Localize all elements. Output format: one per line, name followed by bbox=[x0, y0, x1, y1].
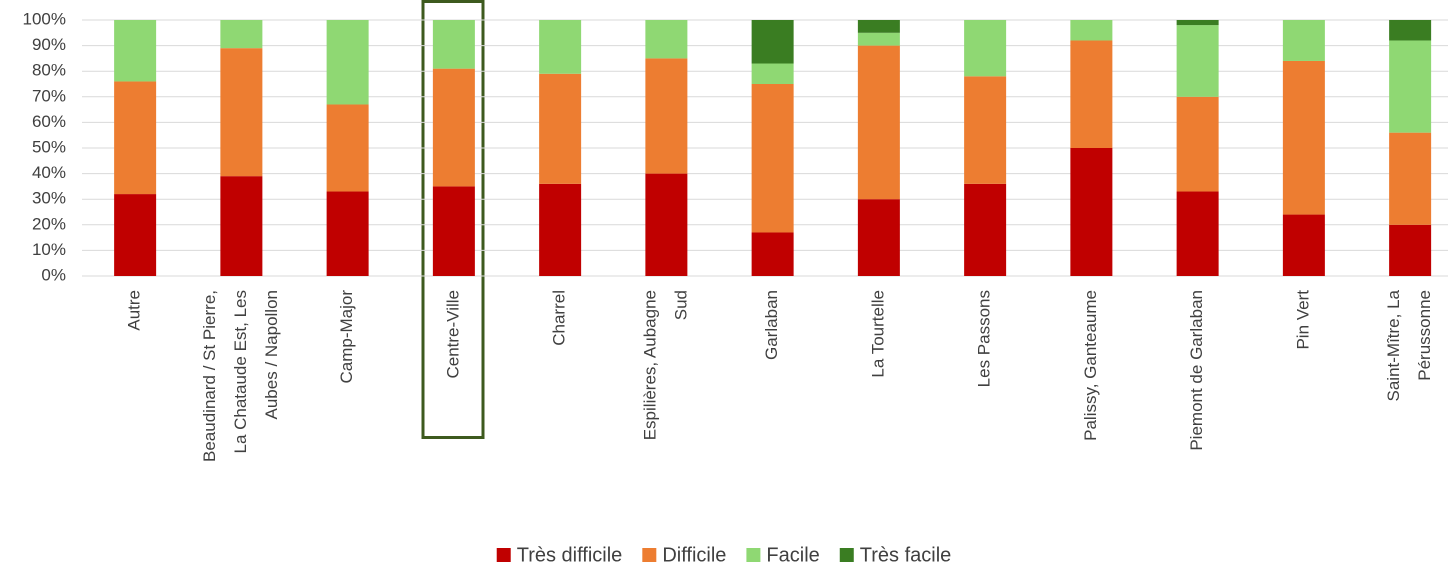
x-tick-label: Les Passons bbox=[975, 290, 994, 387]
bar-segment bbox=[645, 173, 688, 276]
bar-segment bbox=[964, 76, 1007, 184]
legend-label: Très facile bbox=[860, 544, 952, 566]
bar-segment bbox=[645, 20, 688, 59]
x-tick-label: Camp-Major bbox=[337, 290, 356, 384]
legend-swatch bbox=[642, 548, 657, 562]
x-tick-label: Autre bbox=[125, 290, 144, 331]
x-tick-label: Espilières, Aubagne bbox=[640, 290, 659, 440]
bar-segment bbox=[1070, 20, 1113, 41]
y-tick-label: 80% bbox=[32, 61, 66, 80]
bar-segment bbox=[1389, 40, 1432, 133]
y-tick-label: 40% bbox=[32, 163, 66, 182]
bar-segment bbox=[539, 20, 582, 74]
bar-segment bbox=[751, 20, 794, 64]
bar-segment bbox=[326, 104, 369, 192]
bar-segment bbox=[1176, 20, 1219, 26]
bar-segment bbox=[1282, 214, 1325, 276]
y-tick-label: 60% bbox=[32, 112, 66, 131]
bar-segment bbox=[1070, 148, 1113, 276]
bar-segment bbox=[1070, 40, 1113, 149]
y-tick-label: 20% bbox=[32, 214, 66, 233]
legend-label: Difficile bbox=[662, 544, 726, 566]
bar-segment bbox=[857, 20, 900, 33]
x-tick-label: Pin Vert bbox=[1293, 290, 1312, 350]
bar-segment bbox=[1176, 96, 1219, 192]
bar-segment bbox=[857, 199, 900, 276]
bar-segment bbox=[326, 191, 369, 276]
bar-segment bbox=[1389, 132, 1432, 225]
x-tick-label: La Chataude Est, Les bbox=[231, 290, 250, 454]
bar-segment bbox=[1282, 20, 1325, 61]
legend-swatch bbox=[746, 548, 761, 562]
y-tick-label: 30% bbox=[32, 189, 66, 208]
bar-segment bbox=[539, 183, 582, 276]
x-tick-label: Sud bbox=[671, 290, 690, 320]
bar-segment bbox=[751, 84, 794, 233]
y-tick-label: 0% bbox=[41, 265, 66, 284]
y-tick-label: 70% bbox=[32, 86, 66, 105]
bar-segment bbox=[1389, 224, 1432, 276]
highlight-box bbox=[421, 0, 485, 439]
y-tick-label: 50% bbox=[32, 137, 66, 156]
bar-segment bbox=[857, 45, 900, 200]
legend-swatch bbox=[496, 548, 511, 562]
bar-segment bbox=[1176, 25, 1219, 97]
x-tick-label: Garlaban bbox=[762, 290, 781, 360]
x-tick-label: La Tourtelle bbox=[868, 290, 887, 378]
legend-label: Très difficile bbox=[517, 544, 623, 566]
x-tick-label: Piemont de Garlaban bbox=[1187, 290, 1206, 451]
x-tick-label: Centre-Ville bbox=[443, 290, 462, 379]
x-tick-label: Charrel bbox=[550, 290, 569, 346]
x-tick-label: Beaudinard / St Pierre, bbox=[200, 290, 219, 462]
bar-segment bbox=[114, 81, 157, 195]
x-tick-label: Saint-Mître, La bbox=[1384, 289, 1403, 401]
legend-swatch bbox=[839, 548, 854, 562]
bar-segment bbox=[1176, 191, 1219, 276]
bar-segment bbox=[220, 20, 263, 49]
bar-segment bbox=[964, 183, 1007, 276]
y-tick-label: 10% bbox=[32, 240, 66, 259]
bar-segment bbox=[964, 20, 1007, 77]
bar-segment bbox=[432, 68, 475, 187]
bar-segment bbox=[539, 73, 582, 184]
bar-segment bbox=[114, 20, 157, 82]
bar-segment bbox=[1282, 60, 1325, 215]
bar-segment bbox=[751, 232, 794, 276]
x-tick-label: Pérussonne bbox=[1415, 290, 1434, 381]
bar-segment bbox=[432, 20, 475, 69]
y-tick-label: 90% bbox=[32, 35, 66, 54]
x-tick-label: Palissy, Ganteaume bbox=[1081, 290, 1100, 441]
bar-segment bbox=[326, 20, 369, 105]
bar-segment bbox=[220, 48, 263, 177]
bar-segment bbox=[857, 32, 900, 46]
bar-segment bbox=[220, 176, 263, 276]
legend-label: Facile bbox=[766, 544, 819, 566]
x-tick-label: Aubes / Napollon bbox=[262, 290, 281, 419]
bar-segment bbox=[645, 58, 688, 174]
bar-segment bbox=[114, 194, 157, 276]
bar-segment bbox=[751, 63, 794, 84]
bar-segment bbox=[432, 186, 475, 276]
bar-segment bbox=[1389, 20, 1432, 41]
y-tick-label: 100% bbox=[23, 9, 66, 28]
